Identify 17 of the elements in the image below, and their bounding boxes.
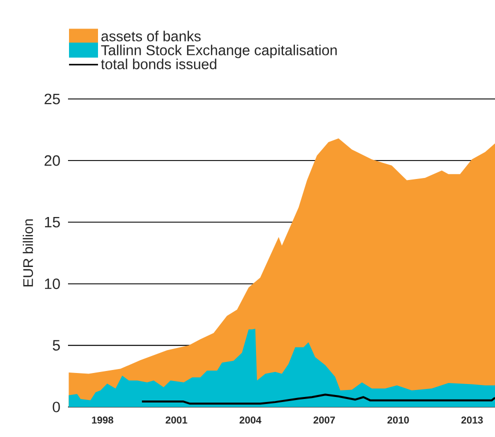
x-tick-label: 2004 — [240, 416, 262, 424]
y-tick-label: 25 — [44, 94, 60, 104]
x-tick-label: 2007 — [314, 416, 335, 424]
y-tick-label: 15 — [45, 216, 60, 228]
y-tick-label: 0 — [52, 402, 60, 412]
legend-label: assets of banks — [101, 30, 201, 42]
x-tick-label: 2001 — [166, 416, 188, 424]
y-tick-label: 20 — [44, 155, 60, 166]
y-tick-label: 5 — [52, 340, 60, 351]
y-axis-title: EUR billion — [22, 219, 34, 286]
legend-label: total bonds issued — [101, 58, 216, 70]
x-tick-label: 2010 — [387, 416, 409, 424]
x-tick-label: 2013 — [461, 416, 483, 424]
legend-label: Tallinn Stock Exchange capitalisation — [101, 44, 337, 58]
y-tick-label: 10 — [45, 278, 60, 290]
line-series — [140, 394, 495, 405]
x-tick-label: 1998 — [92, 416, 114, 424]
